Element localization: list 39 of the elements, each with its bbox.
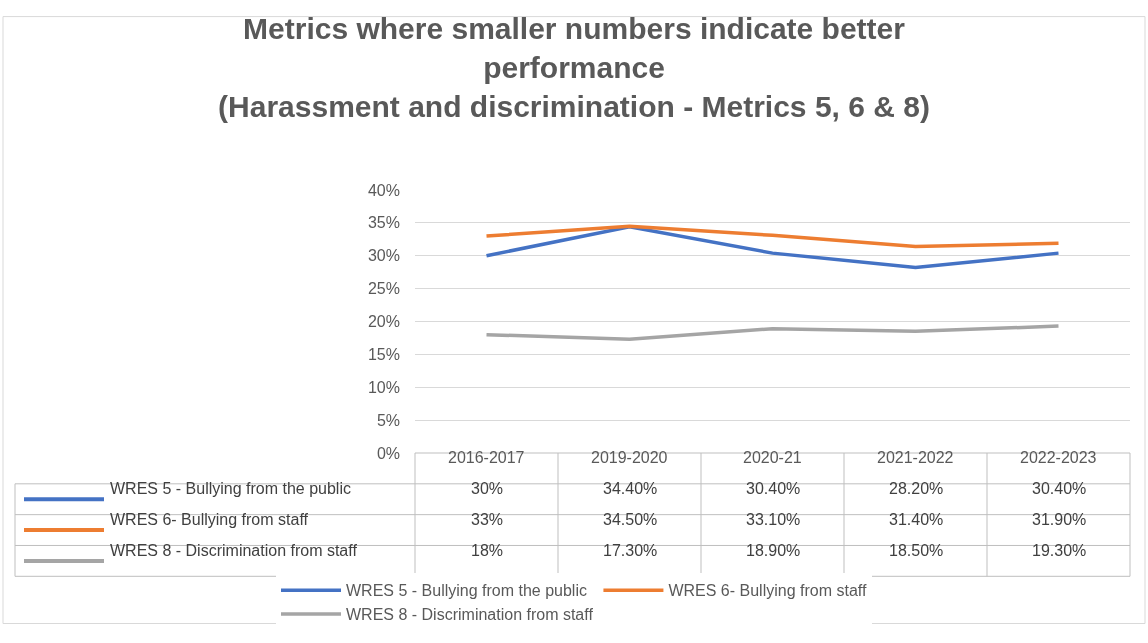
data-label: 28.20%: [889, 480, 944, 497]
text: WRES 5 - Bullying from the public: [346, 582, 587, 600]
legend-label: WRES 6- Bullying from staff: [110, 511, 309, 528]
text: WRES 6- Bullying from staff: [668, 582, 867, 600]
x-tick-label: 2021-2022: [877, 449, 954, 466]
x-tick-label: 2016-2017: [448, 449, 525, 466]
data-label: 18.90%: [746, 542, 801, 559]
data-label: 30.40%: [746, 480, 801, 497]
y-tick-label: 10%: [367, 378, 400, 396]
data-label: 19.30%: [1032, 542, 1087, 559]
data-label: 18.50%: [889, 542, 944, 559]
data-label: 33%: [471, 511, 504, 528]
y-tick-label: 0%: [376, 444, 400, 462]
data-label: 34.50%: [603, 511, 658, 528]
x-tick-label: 2020-21: [743, 449, 802, 466]
data-label: 33.10%: [746, 511, 801, 528]
y-tick-label: 40%: [367, 181, 400, 199]
y-tick-label: 35%: [367, 214, 400, 232]
line-series: [484, 225, 1061, 270]
data-label: 30.40%: [1032, 480, 1087, 497]
text: WRES 8 - Discrimination from staff: [346, 606, 593, 624]
data-label: 34.40%: [603, 480, 658, 497]
x-tick-label: 2022-2023: [1020, 449, 1097, 466]
x-tick-label: 2019-2020: [591, 449, 668, 466]
line-series: [484, 224, 1061, 249]
y-tick-label: 20%: [367, 313, 400, 331]
y-tick-label: 15%: [367, 345, 400, 363]
y-tick-label: 5%: [376, 411, 400, 429]
data-label: 18%: [471, 542, 504, 559]
data-label: 31.40%: [889, 511, 944, 528]
legend-label: WRES 5 - Bullying from the public: [110, 480, 351, 497]
y-tick-label: 25%: [367, 280, 400, 298]
legend-label: WRES 8 - Discrimination from staff: [110, 542, 358, 559]
y-tick-label: 30%: [367, 247, 400, 265]
line-series: [484, 324, 1061, 341]
chart-title: Metrics where smaller numbers indicate better performance (Harassment and discrimination - Metrics 5, 6 & 8): [218, 11, 930, 123]
data-label: 30%: [471, 480, 504, 497]
data-label: 31.90%: [1032, 511, 1087, 528]
data-label: 17.30%: [603, 542, 658, 559]
